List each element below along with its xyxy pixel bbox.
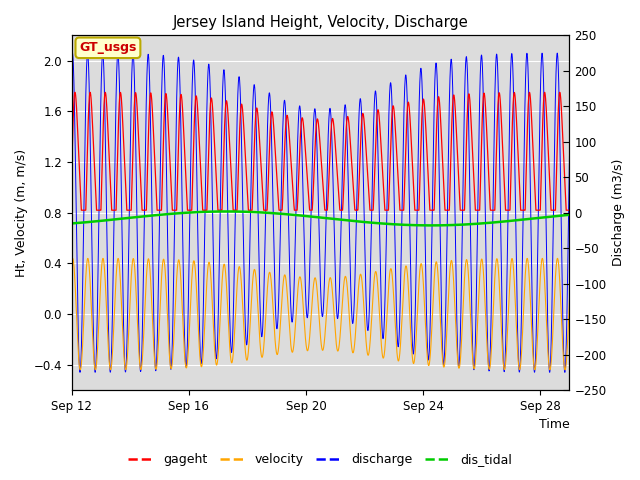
Y-axis label: Discharge (m3/s): Discharge (m3/s) — [612, 159, 625, 266]
Legend: gageht, velocity, discharge, dis_tidal: gageht, velocity, discharge, dis_tidal — [123, 448, 517, 471]
Text: GT_usgs: GT_usgs — [79, 41, 136, 54]
X-axis label: Time: Time — [539, 419, 570, 432]
Title: Jersey Island Height, Velocity, Discharge: Jersey Island Height, Velocity, Discharg… — [173, 15, 468, 30]
Y-axis label: Ht, Velocity (m, m/s): Ht, Velocity (m, m/s) — [15, 149, 28, 277]
